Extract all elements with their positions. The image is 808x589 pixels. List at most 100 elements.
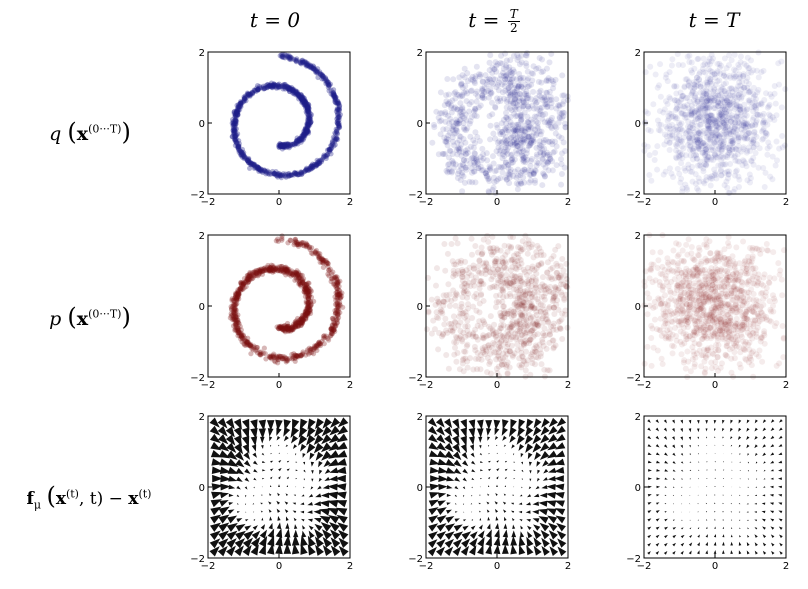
data-point bbox=[506, 325, 513, 332]
data-point bbox=[544, 159, 551, 166]
data-point bbox=[476, 257, 483, 264]
data-point bbox=[293, 322, 299, 328]
data-point bbox=[513, 180, 520, 187]
data-point bbox=[457, 111, 464, 118]
data-point bbox=[758, 69, 765, 76]
data-point bbox=[330, 323, 336, 329]
data-point bbox=[303, 131, 309, 137]
data-point bbox=[499, 258, 506, 265]
data-point bbox=[532, 294, 539, 301]
data-point bbox=[478, 292, 485, 299]
data-point bbox=[533, 308, 540, 315]
data-point bbox=[686, 52, 693, 59]
data-point bbox=[512, 330, 519, 337]
data-point bbox=[335, 126, 341, 132]
data-point bbox=[515, 97, 522, 104]
data-point bbox=[323, 153, 329, 160]
data-point bbox=[286, 327, 293, 334]
data-point bbox=[246, 271, 252, 277]
data-point bbox=[448, 168, 455, 175]
data-point bbox=[707, 103, 714, 110]
data-point bbox=[310, 63, 316, 69]
data-point bbox=[696, 178, 703, 185]
data-point bbox=[439, 310, 446, 317]
data-point bbox=[722, 80, 729, 87]
data-point bbox=[455, 120, 462, 127]
data-point bbox=[423, 326, 430, 333]
data-point bbox=[243, 93, 249, 99]
data-point bbox=[315, 343, 321, 349]
data-point bbox=[498, 72, 505, 79]
data-point bbox=[687, 333, 694, 340]
data-point bbox=[530, 333, 537, 340]
data-point bbox=[538, 361, 545, 368]
data-point bbox=[231, 313, 237, 319]
data-point bbox=[304, 120, 310, 127]
data-point bbox=[727, 161, 734, 168]
data-point bbox=[539, 146, 546, 153]
data-point bbox=[520, 98, 527, 105]
data-point bbox=[725, 311, 732, 318]
data-point bbox=[302, 286, 308, 292]
data-point bbox=[641, 360, 648, 367]
data-point bbox=[670, 247, 677, 254]
data-point bbox=[242, 338, 248, 344]
data-point bbox=[729, 138, 736, 145]
data-point bbox=[506, 84, 513, 91]
data-point bbox=[245, 274, 251, 281]
data-point bbox=[558, 135, 565, 142]
data-point bbox=[319, 259, 325, 265]
data-point bbox=[696, 71, 703, 78]
data-point bbox=[697, 83, 704, 90]
data-point bbox=[678, 120, 685, 127]
data-point bbox=[296, 136, 303, 142]
data-point bbox=[282, 267, 288, 273]
data-point bbox=[335, 115, 341, 121]
data-point bbox=[258, 166, 264, 172]
data-point bbox=[673, 337, 680, 344]
data-point bbox=[521, 81, 528, 88]
data-point bbox=[449, 157, 456, 164]
data-point bbox=[727, 118, 734, 125]
data-point bbox=[766, 298, 773, 305]
data-point bbox=[298, 352, 304, 358]
data-point bbox=[704, 80, 711, 87]
data-point bbox=[237, 333, 243, 339]
data-point bbox=[720, 124, 727, 131]
data-point bbox=[247, 165, 253, 171]
data-point bbox=[279, 325, 285, 331]
data-point bbox=[543, 100, 550, 107]
data-point bbox=[241, 96, 247, 102]
data-point bbox=[511, 110, 518, 117]
data-point bbox=[534, 159, 541, 166]
x-tick-label: 2 bbox=[347, 197, 353, 208]
data-point bbox=[326, 83, 332, 89]
data-point bbox=[268, 356, 275, 362]
data-point bbox=[302, 312, 308, 318]
data-point bbox=[703, 102, 710, 109]
data-point bbox=[331, 319, 337, 325]
data-point bbox=[306, 109, 312, 116]
data-point bbox=[757, 338, 764, 345]
data-point bbox=[283, 264, 289, 270]
data-point bbox=[241, 276, 248, 282]
data-point bbox=[481, 263, 488, 270]
data-point bbox=[702, 110, 709, 117]
data-point bbox=[691, 107, 698, 114]
data-point bbox=[291, 170, 298, 176]
data-point bbox=[454, 349, 461, 356]
data-point bbox=[306, 106, 312, 112]
data-point bbox=[234, 291, 240, 297]
data-point bbox=[516, 81, 523, 88]
data-point bbox=[269, 266, 275, 273]
data-point bbox=[490, 340, 497, 347]
data-point bbox=[544, 119, 551, 126]
data-point bbox=[724, 175, 731, 182]
data-point bbox=[305, 128, 311, 134]
data-point bbox=[292, 323, 299, 330]
data-point bbox=[319, 338, 325, 344]
data-point bbox=[712, 154, 719, 161]
data-point bbox=[700, 111, 707, 118]
data-point bbox=[302, 98, 309, 104]
data-point bbox=[721, 300, 728, 307]
